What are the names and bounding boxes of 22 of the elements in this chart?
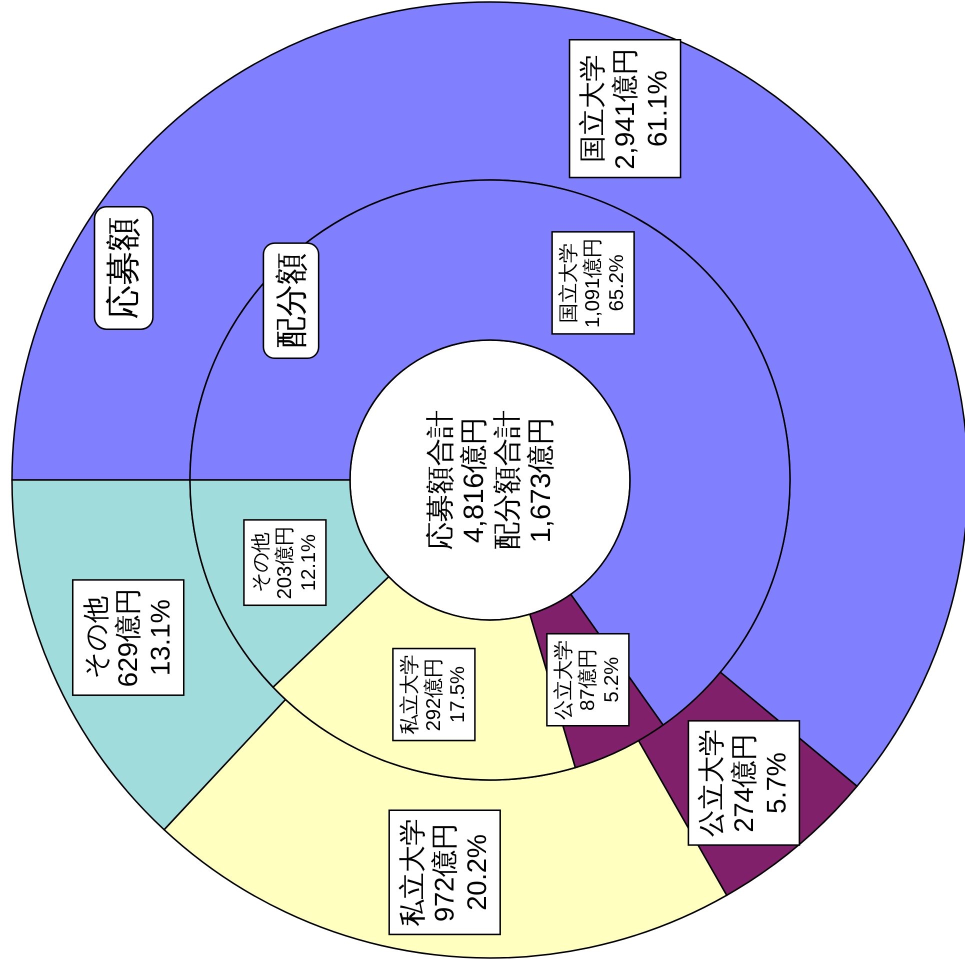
data-label: 629億円 13.1% xyxy=(113,588,176,688)
slice-label: 私立大学 xyxy=(397,818,428,926)
slice-label: 国立大学 xyxy=(558,242,580,323)
slice-label: 国立大学 xyxy=(578,54,608,163)
data-label: 87億円 5.2% xyxy=(576,648,623,711)
slice-label: その他 xyxy=(80,596,111,680)
slice-label: 公立大学 xyxy=(696,728,727,837)
text: 応募額合計 xyxy=(424,410,456,550)
data-label: 203億円 12.1% xyxy=(274,526,320,600)
data-label: 292億円 17.5% xyxy=(422,658,469,732)
slice-label: 公立大学 xyxy=(552,640,575,720)
data-label: 2,941億円 61.1% xyxy=(610,48,672,170)
text: 応募額 xyxy=(104,217,143,319)
text: 配分額合計 xyxy=(492,410,523,550)
data-label: 1,091億円 65.2% xyxy=(582,238,628,328)
text: 1,673億円 xyxy=(525,416,556,544)
slice-label: その他 xyxy=(250,532,272,593)
slice-label: 私立大学 xyxy=(398,654,421,735)
text: 配分額 xyxy=(273,252,310,349)
data-label: 274億円 5.7% xyxy=(728,733,792,832)
text: 4,816億円 xyxy=(458,416,489,544)
data-label: 972億円 20.2% xyxy=(430,822,492,922)
